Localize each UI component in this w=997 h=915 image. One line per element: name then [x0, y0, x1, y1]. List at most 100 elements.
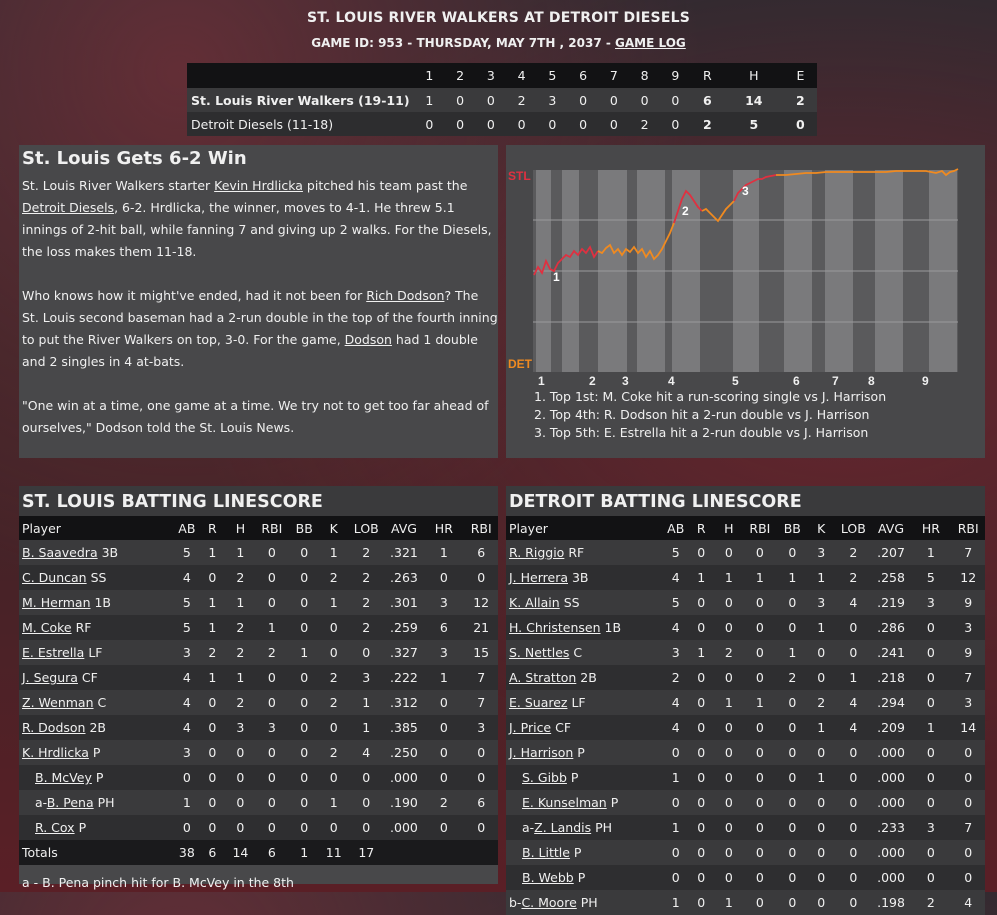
- player-cell: b-C. Moore PH: [506, 890, 665, 915]
- player-link[interactable]: B. Pena: [46, 795, 94, 810]
- stat-cell: 0: [254, 690, 290, 715]
- player-link[interactable]: B. McVey: [35, 770, 92, 785]
- player-link[interactable]: R. Dodson: [22, 720, 86, 735]
- linescore-col-header: H: [723, 63, 784, 88]
- player-position: LF: [571, 695, 586, 710]
- sub-prefix: a-: [35, 795, 47, 810]
- stat-cell: 0: [175, 815, 199, 840]
- player-position: P: [577, 745, 585, 760]
- inning-tick-label: 7: [832, 374, 839, 385]
- stat-cell: 2: [835, 565, 872, 590]
- game-log-link[interactable]: GAME LOG: [615, 36, 686, 50]
- stat-cell: .190: [384, 790, 424, 815]
- col-header: RBI: [254, 516, 290, 540]
- col-header: AVG: [384, 516, 424, 540]
- player-link[interactable]: B. Webb: [522, 870, 574, 885]
- stat-cell: 5: [664, 590, 688, 615]
- player-link[interactable]: C. Duncan: [22, 570, 87, 585]
- stat-cell: 3: [807, 590, 836, 615]
- stat-cell: 3: [423, 640, 465, 665]
- player-link[interactable]: B. Little: [522, 845, 570, 860]
- player-link[interactable]: Rich Dodson: [366, 288, 445, 303]
- stat-cell: 0: [687, 715, 716, 740]
- key-play: 3. Top 5th: E. Estrella hit a 2-run doub…: [534, 425, 869, 440]
- table-row: J. Price CF 4 0 0 0 0 1 4.209 1 14: [506, 715, 985, 740]
- player-link[interactable]: K. Allain: [509, 595, 560, 610]
- col-header: BB: [777, 516, 808, 540]
- player-link[interactable]: J. Price: [509, 720, 552, 735]
- stat-cell: 2: [347, 615, 385, 640]
- inning-tick-label: 9: [922, 374, 929, 385]
- stat-cell: 0: [742, 815, 778, 840]
- stat-cell: 0: [254, 815, 290, 840]
- player-link[interactable]: R. Cox: [35, 820, 75, 835]
- player-link[interactable]: M. Herman: [22, 595, 91, 610]
- inning-tick-label: 2: [589, 374, 596, 385]
- stat-cell: 0: [742, 890, 778, 915]
- stat-cell: 0: [715, 665, 743, 690]
- player-link[interactable]: J. Segura: [22, 670, 78, 685]
- player-link[interactable]: B. Saavedra: [22, 545, 98, 560]
- player-link[interactable]: J. Harrison: [509, 745, 574, 760]
- stat-cell: 0: [807, 840, 836, 865]
- key-play: 1. Top 1st: M. Coke hit a run-scoring si…: [534, 389, 887, 404]
- player-link[interactable]: Kevin Hrdlicka: [214, 178, 303, 193]
- player-link[interactable]: R. Riggio: [509, 545, 565, 560]
- stl-batting-title: ST. LOUIS BATTING LINESCORE: [19, 486, 498, 516]
- team-link[interactable]: Detroit Diesels: [22, 200, 115, 215]
- stat-cell: 3: [464, 715, 498, 740]
- stat-cell: 0: [835, 615, 872, 640]
- stat-cell: 2: [910, 890, 952, 915]
- linescore-col-header: 7: [598, 63, 630, 88]
- player-position: RF: [75, 620, 92, 635]
- stat-cell: .209: [871, 715, 911, 740]
- player-link[interactable]: H. Christensen: [509, 620, 601, 635]
- stat-cell: .301: [384, 590, 424, 615]
- stat-cell: 0: [742, 765, 778, 790]
- player-link[interactable]: E. Estrella: [22, 645, 85, 660]
- player-link[interactable]: M. Coke: [22, 620, 72, 635]
- player-link[interactable]: C. Moore: [521, 895, 577, 910]
- inning-score: 0: [486, 116, 495, 132]
- game-recap: St. Louis Gets 6-2 Win St. Louis River W…: [19, 145, 498, 458]
- player-position: LF: [88, 645, 103, 660]
- player-link[interactable]: Z. Landis: [534, 820, 592, 835]
- player-link[interactable]: Dodson: [344, 332, 392, 347]
- stat-cell: 1: [687, 565, 716, 590]
- stat-cell: 0: [910, 790, 952, 815]
- player-link[interactable]: J. Herrera: [509, 570, 568, 585]
- stat-cell: 0: [742, 740, 778, 765]
- player-link[interactable]: K. Hrdlicka: [22, 745, 89, 760]
- stat-cell: 0: [951, 765, 985, 790]
- player-link[interactable]: E. Kunselman: [522, 795, 607, 810]
- table-row: B. McVey P 0 0 0 0 0 0 0.000 0 0: [19, 765, 498, 790]
- player-position: 2B: [89, 720, 106, 735]
- player-link[interactable]: S. Gibb: [522, 770, 567, 785]
- player-link[interactable]: S. Nettles: [509, 645, 570, 660]
- stat-cell: .327: [384, 640, 424, 665]
- total-cell: 6: [254, 840, 290, 865]
- inning-score: 0: [660, 88, 691, 112]
- inning-tick-label: 6: [793, 374, 800, 385]
- stat-cell: 0: [464, 765, 498, 790]
- stat-cell: 0: [254, 740, 290, 765]
- player-link[interactable]: A. Stratton: [509, 670, 577, 685]
- player-cell: B. Little P: [506, 840, 665, 865]
- stat-cell: 21: [464, 615, 498, 640]
- stat-cell: 9: [951, 640, 985, 665]
- stat-cell: 0: [807, 865, 836, 890]
- stat-cell: 0: [198, 715, 227, 740]
- col-header: AVG: [871, 516, 911, 540]
- stat-cell: 0: [198, 765, 227, 790]
- stat-cell: 1: [347, 715, 385, 740]
- total-cell: 11: [319, 840, 348, 865]
- key-play-marker: 2: [682, 204, 689, 218]
- player-link[interactable]: Z. Wenman: [22, 695, 94, 710]
- linescore-col-header: E: [783, 63, 817, 88]
- stat-cell: 2: [807, 690, 836, 715]
- stat-cell: 0: [347, 765, 385, 790]
- stat-cell: 0: [254, 565, 290, 590]
- player-link[interactable]: E. Suarez: [509, 695, 568, 710]
- inning-score: 0: [671, 116, 680, 132]
